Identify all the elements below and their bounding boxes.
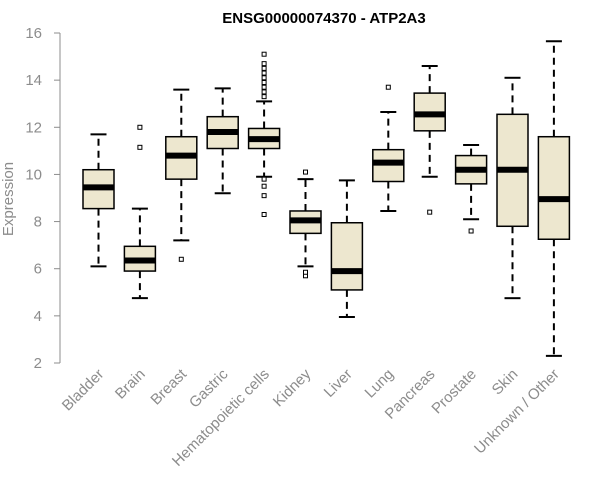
box-group (123, 124, 157, 300)
x-tick-label: Lung (362, 366, 398, 402)
y-axis: 2 4 6 8 10 12 14 16 (25, 25, 61, 372)
outlier-point (427, 209, 433, 215)
box-series (82, 40, 571, 357)
box-group (537, 40, 571, 357)
outlier-point (385, 84, 391, 90)
x-tick-label: Bladder (59, 366, 108, 415)
outlier-point (137, 124, 143, 130)
y-tick-label: 16 (25, 25, 42, 42)
x-tick-label: Prostate (428, 366, 480, 418)
outlier-point (261, 84, 267, 90)
box-group (330, 179, 364, 319)
box-group (454, 143, 488, 234)
x-tick-label: Skin (489, 366, 522, 399)
y-tick-label: 2 (34, 355, 42, 372)
y-axis-label: Expression (0, 162, 17, 236)
box-group (247, 51, 281, 217)
box-group (206, 87, 239, 195)
outlier-point (137, 144, 143, 150)
chart-title: ENSG00000074370 - ATP2A3 (222, 10, 425, 27)
outlier-point (261, 51, 267, 57)
outlier-point (261, 61, 267, 67)
outlier-point (261, 176, 267, 182)
y-tick-label: 8 (34, 214, 42, 231)
box-group (372, 84, 405, 212)
outlier-point (261, 75, 267, 81)
box-group (165, 88, 198, 262)
outlier-point (261, 183, 267, 189)
y-tick-label: 14 (25, 72, 42, 89)
x-tick-label: Brain (112, 366, 149, 403)
box-group (82, 133, 115, 268)
y-tick-label: 4 (34, 308, 42, 325)
y-tick-label: 10 (25, 166, 42, 183)
y-tick-label: 6 (34, 261, 42, 278)
x-tick-label: Breast (147, 365, 190, 408)
x-tick-label: Liver (321, 366, 356, 401)
box-iqr (537, 135, 571, 240)
outlier-point (261, 80, 267, 85)
box-group (496, 76, 529, 300)
outlier-point (178, 256, 184, 262)
outlier-point (261, 94, 267, 100)
outlier-point (261, 89, 267, 95)
x-tick-label: Kidney (270, 365, 315, 410)
outlier-point (303, 169, 308, 175)
box-iqr (330, 222, 364, 291)
box-group (289, 169, 322, 279)
outlier-point (261, 193, 267, 199)
outlier-point (261, 70, 267, 76)
outlier-point (261, 65, 267, 71)
box-group (413, 65, 446, 215)
y-tick-label: 12 (25, 119, 42, 136)
outlier-point (303, 269, 308, 275)
outlier-point (261, 212, 267, 217)
outlier-point (468, 228, 474, 234)
